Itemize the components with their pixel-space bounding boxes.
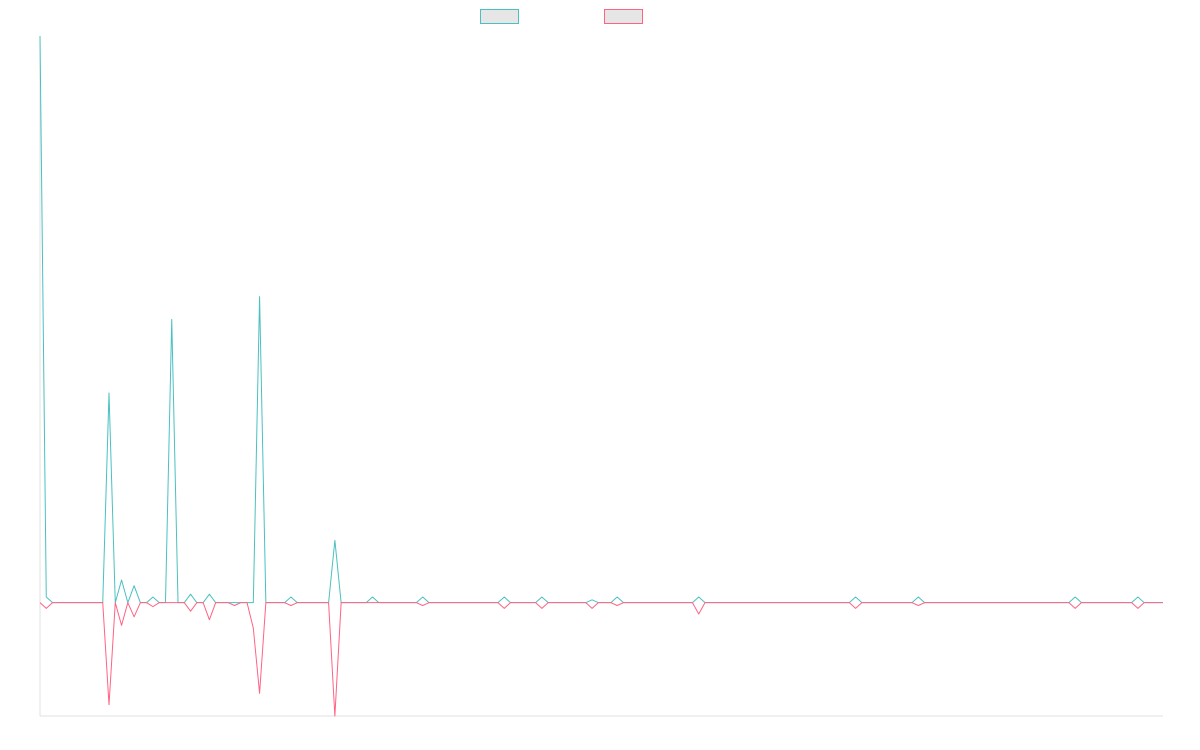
- series-line-1[interactable]: [39, 35, 1163, 604]
- series-line-2[interactable]: [39, 602, 1163, 717]
- series-layer: [39, 35, 1163, 717]
- legend-swatch-series-2[interactable]: [604, 9, 643, 24]
- legend-swatch-series-1[interactable]: [480, 9, 519, 24]
